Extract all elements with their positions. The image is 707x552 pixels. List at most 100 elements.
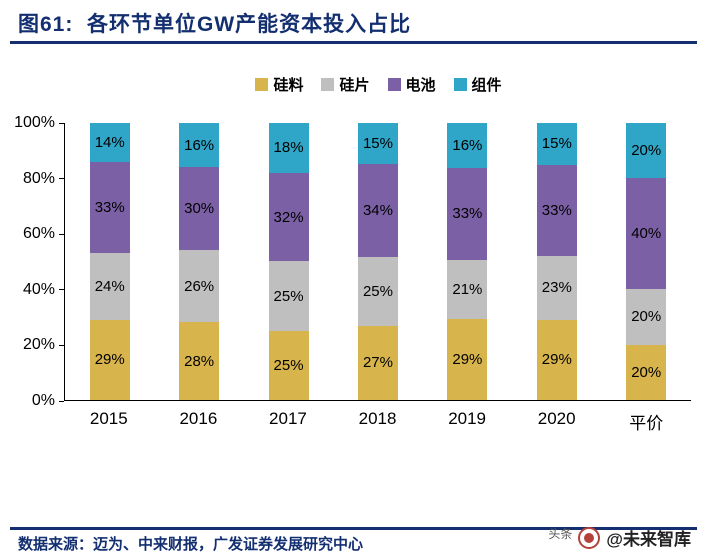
watermark-brand-text: 头条	[548, 527, 573, 541]
segment-value-label: 29%	[541, 351, 572, 369]
segment-value-label: 27%	[362, 354, 393, 372]
watermark-logo-icon	[578, 526, 601, 549]
y-tick-label: 80%	[22, 169, 55, 187]
legend-swatch	[387, 78, 401, 91]
segment-硅片: 23%	[536, 255, 577, 320]
segment-value-label: 26%	[184, 277, 215, 295]
bar-平价: 20% 40% 20% 20%	[626, 123, 667, 400]
y-tick-label: 40%	[22, 280, 55, 298]
title-divider	[10, 41, 697, 44]
segment-电池: 34%	[357, 164, 398, 258]
segment-硅料: 20%	[626, 344, 667, 400]
segment-电池: 40%	[626, 178, 667, 290]
segment-value-label: 23%	[541, 279, 572, 297]
segment-硅料: 25%	[268, 330, 309, 400]
y-tick-label: 60%	[22, 225, 55, 243]
segment-value-label: 16%	[184, 136, 215, 154]
segment-value-label: 14%	[94, 133, 125, 151]
y-tick-mark	[59, 289, 64, 291]
legend-label: 硅料	[273, 77, 304, 94]
y-tick-mark	[59, 400, 64, 402]
y-tick-mark	[59, 122, 64, 124]
segment-电池: 33%	[447, 167, 488, 261]
segment-硅料: 29%	[536, 319, 577, 400]
segment-value-label: 20%	[631, 142, 662, 160]
y-tick-label: 20%	[22, 336, 55, 354]
bar-2017: 18% 32% 25% 25%	[268, 123, 309, 400]
segment-value-label: 29%	[452, 350, 483, 368]
chart-legend: 硅料 硅片 电池 组件	[60, 74, 697, 95]
figure-title: 图61: 各环节单位GW产能资本投入占比	[18, 13, 412, 36]
segment-组件: 18%	[268, 123, 309, 173]
legend-label: 电池	[405, 77, 436, 94]
x-axis-label: 2017	[269, 409, 307, 428]
segment-value-label: 16%	[452, 136, 483, 154]
watermark: 头条 @未来智库	[548, 525, 691, 550]
y-tick-mark	[59, 344, 64, 346]
segment-value-label: 34%	[362, 202, 393, 220]
x-axis-label: 2016	[179, 409, 218, 428]
segment-电池: 33%	[89, 161, 130, 254]
segment-value-label: 15%	[541, 135, 572, 153]
y-tick: 100%	[14, 114, 64, 132]
legend-label: 硅片	[339, 77, 370, 94]
x-axis-label: 2020	[537, 409, 576, 428]
bar-slot: 18% 32% 25% 25%	[244, 123, 333, 400]
y-tick: 0%	[32, 392, 64, 410]
segment-硅片: 25%	[268, 261, 309, 331]
segment-value-label: 20%	[631, 363, 662, 381]
segment-电池: 32%	[268, 172, 309, 262]
y-axis: 100% 80% 60% 40% 20% 0%	[0, 114, 64, 409]
segment-value-label: 33%	[541, 201, 572, 219]
segment-硅片: 25%	[357, 257, 398, 326]
segment-硅料: 27%	[357, 325, 398, 400]
data-source-text: 数据来源：迈为、中来财报，广发证券发展研究中心	[18, 536, 364, 552]
y-tick: 80%	[23, 170, 64, 188]
segment-value-label: 24%	[94, 277, 125, 295]
segment-value-label: 25%	[273, 287, 304, 305]
y-tick-label: 100%	[14, 114, 55, 131]
bar-2019: 16% 33% 21% 29%	[447, 123, 488, 400]
plot-area: 14% 33% 24% 29% 16% 30% 26% 28% 18% 32% 25% 25% 15% 3…	[64, 123, 691, 401]
segment-硅料: 29%	[89, 319, 130, 400]
segment-value-label: 25%	[273, 356, 304, 374]
segment-组件: 15%	[536, 123, 577, 165]
segment-value-label: 25%	[362, 283, 393, 301]
x-axis: 2015 2016 2017 2018 2019 2020 平价	[64, 409, 691, 434]
segment-value-label: 29%	[94, 351, 125, 369]
segment-硅片: 21%	[447, 260, 488, 319]
segment-value-label: 20%	[631, 308, 662, 326]
segment-value-label: 28%	[184, 352, 215, 370]
x-axis-label: 2015	[89, 409, 128, 428]
segment-硅片: 20%	[626, 289, 667, 345]
y-tick-label: 0%	[31, 392, 55, 409]
y-tick: 20%	[23, 336, 64, 354]
legend-swatch	[453, 78, 467, 91]
segment-组件: 14%	[89, 123, 130, 162]
bar-slot: 15% 34% 25% 27%	[333, 123, 422, 400]
bar-slot: 14% 33% 24% 29%	[65, 123, 154, 400]
bar-slot: 20% 40% 20% 20%	[602, 123, 691, 400]
x-axis-label: 2018	[358, 409, 397, 428]
segment-组件: 16%	[179, 123, 220, 168]
bar-slot: 16% 30% 26% 28%	[154, 123, 243, 400]
segment-组件: 15%	[357, 123, 398, 165]
bar-2020: 15% 33% 23% 29%	[536, 123, 577, 400]
legend-item-硅料: 硅料	[255, 74, 303, 95]
segment-value-label: 15%	[362, 135, 393, 153]
segment-硅片: 24%	[89, 253, 130, 320]
watermark-handle-text: @未来智库	[606, 530, 691, 549]
segment-value-label: 40%	[631, 225, 662, 243]
y-tick-mark	[59, 233, 64, 235]
legend-swatch	[321, 78, 335, 91]
legend-item-电池: 电池	[387, 74, 436, 95]
segment-硅料: 28%	[179, 322, 220, 400]
bar-2018: 15% 34% 25% 27%	[357, 123, 398, 400]
segment-value-label: 30%	[184, 200, 215, 218]
segment-value-label: 32%	[273, 208, 304, 226]
legend-item-硅片: 硅片	[321, 74, 370, 95]
y-tick-mark	[59, 178, 64, 180]
bar-slot: 15% 33% 23% 29%	[512, 123, 601, 400]
bar-2016: 16% 30% 26% 28%	[179, 123, 220, 400]
